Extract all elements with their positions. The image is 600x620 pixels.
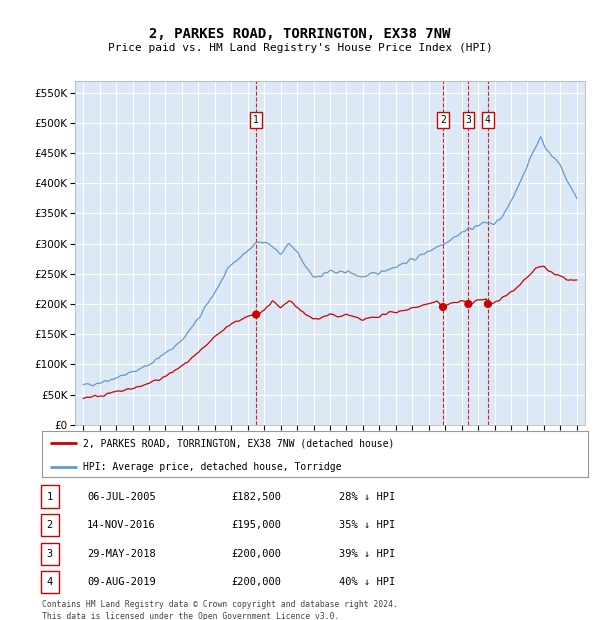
Text: 14-NOV-2016: 14-NOV-2016 bbox=[87, 520, 156, 530]
Point bbox=[438, 302, 448, 312]
Text: 29-MAY-2018: 29-MAY-2018 bbox=[87, 549, 156, 559]
Text: This data is licensed under the Open Government Licence v3.0.: This data is licensed under the Open Gov… bbox=[42, 612, 340, 620]
Text: 1: 1 bbox=[253, 115, 259, 125]
Text: 1: 1 bbox=[47, 492, 53, 502]
Text: 09-AUG-2019: 09-AUG-2019 bbox=[87, 577, 156, 587]
Point bbox=[483, 299, 493, 309]
Text: Price paid vs. HM Land Registry's House Price Index (HPI): Price paid vs. HM Land Registry's House … bbox=[107, 43, 493, 53]
Text: 2, PARKES ROAD, TORRINGTON, EX38 7NW (detached house): 2, PARKES ROAD, TORRINGTON, EX38 7NW (de… bbox=[83, 438, 394, 448]
Text: Contains HM Land Registry data © Crown copyright and database right 2024.: Contains HM Land Registry data © Crown c… bbox=[42, 600, 398, 609]
Text: £182,500: £182,500 bbox=[231, 492, 281, 502]
Text: 40% ↓ HPI: 40% ↓ HPI bbox=[339, 577, 395, 587]
Text: 06-JUL-2005: 06-JUL-2005 bbox=[87, 492, 156, 502]
Text: 4: 4 bbox=[47, 577, 53, 587]
Point bbox=[251, 309, 261, 319]
Point bbox=[464, 299, 473, 309]
Text: 3: 3 bbox=[47, 549, 53, 559]
Text: 39% ↓ HPI: 39% ↓ HPI bbox=[339, 549, 395, 559]
Text: 4: 4 bbox=[485, 115, 491, 125]
Text: £200,000: £200,000 bbox=[231, 549, 281, 559]
Text: 28% ↓ HPI: 28% ↓ HPI bbox=[339, 492, 395, 502]
Text: 3: 3 bbox=[466, 115, 471, 125]
Text: 2, PARKES ROAD, TORRINGTON, EX38 7NW: 2, PARKES ROAD, TORRINGTON, EX38 7NW bbox=[149, 27, 451, 41]
Text: £200,000: £200,000 bbox=[231, 577, 281, 587]
Text: 35% ↓ HPI: 35% ↓ HPI bbox=[339, 520, 395, 530]
Text: HPI: Average price, detached house, Torridge: HPI: Average price, detached house, Torr… bbox=[83, 462, 341, 472]
Text: 2: 2 bbox=[440, 115, 446, 125]
Text: 2: 2 bbox=[47, 520, 53, 530]
Text: £195,000: £195,000 bbox=[231, 520, 281, 530]
